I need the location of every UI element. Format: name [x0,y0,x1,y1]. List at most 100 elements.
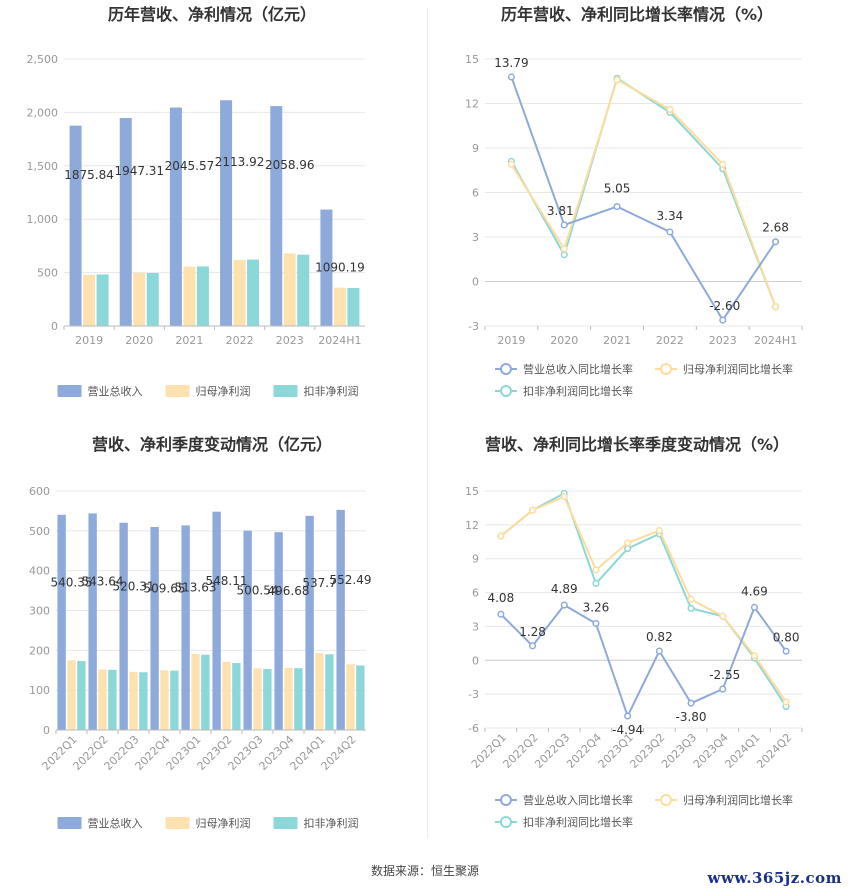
chart-title: 营收、净利同比增长率季度变动情况（%） [485,435,789,454]
legend-swatch [57,385,82,397]
bar [284,667,293,730]
bar [325,654,334,730]
y-tick-label: 9 [472,553,479,566]
y-tick-label: 12 [465,98,479,111]
x-tick-label: 2021 [175,334,203,347]
x-tick-label: 2024H1 [318,334,361,347]
series-point [624,712,632,720]
series-point [560,493,568,501]
bar [320,209,333,326]
legend-swatch [165,385,190,397]
line-value-label: 2.68 [762,221,789,235]
y-tick-label: 2,000 [27,106,59,119]
y-tick-label: 1,500 [27,160,59,173]
series-point [719,316,727,324]
bar [77,661,86,730]
quarterly-growth-rate-svg: 营收、净利同比增长率季度变动情况（%）-6-3036912152022Q1202… [465,435,803,829]
y-tick-label: 0 [472,654,479,667]
series-point [719,612,727,620]
y-tick-label: 300 [29,605,50,618]
bar [88,513,97,730]
x-tick-label: 2024Q2 [319,733,359,773]
bar [212,511,221,730]
bar-value-label: 548.11 [206,574,248,588]
line-value-label: 0.80 [773,630,800,644]
legend-swatch [57,817,82,829]
bar [274,532,283,730]
bar-value-label: 500.54 [237,583,279,597]
y-tick-label: 500 [37,267,58,280]
line-value-label: 13.79 [494,56,528,70]
bar [129,671,138,730]
series-point [507,73,515,81]
series-point [782,698,790,706]
bar-value-label: 520.31 [113,579,155,593]
x-tick-label: 2022 [656,334,684,347]
line-value-label: 1.28 [519,625,546,639]
bar [253,668,262,730]
bar [98,669,107,730]
legend-marker [660,794,672,806]
bar [160,670,169,730]
series-point [719,160,727,168]
line-value-label: 0.82 [646,630,673,644]
bar [333,287,346,326]
annual-revenue-profit-chart: 历年营收、净利情况（亿元） 0 500 1,000 1,500 2,000 2,500 201… [0,0,425,430]
series-line [500,603,787,719]
annual-growth-rate-svg: 历年营收、净利同比增长率情况（%） -3 0 3 6 9 12 15 2019 2020 2021 2… [465,5,803,398]
series-point [687,699,695,707]
x-tick-label: 2020 [125,334,153,347]
line-value-label: -2.55 [709,668,740,682]
y-tick-label: 15 [465,485,479,498]
bar-value-label: 509.65 [144,581,186,595]
bar-value-label: 2045.57 [165,159,215,173]
legend-label: 归母净利润 [196,384,251,398]
bar [356,665,365,730]
bar-value-label: 513.63 [175,581,217,595]
bar [133,272,146,326]
series-point [560,221,568,229]
x-tick-label: 2023 [276,334,304,347]
y-tick-label: 6 [472,187,479,200]
series-point [655,647,663,655]
y-tick-label: 100 [29,684,50,697]
y-tick-label: 400 [29,565,50,578]
series-point [613,203,621,211]
series-point [750,652,759,660]
y-tick-label: 0 [472,276,479,289]
legend-label: 归母净利润同比增长率 [683,362,793,376]
y-tick-label: 15 [465,53,479,66]
x-tick-label: 2019 [75,334,103,347]
line-value-label: 3.81 [547,204,574,218]
series-point [592,566,600,574]
bar [83,274,96,326]
bar [201,654,210,730]
bar [183,266,196,326]
x-tick-label: 2020 [550,334,578,347]
quarterly-revenue-profit-svg: 营收、净利季度变动情况（亿元）01002003004005006002022Q1… [29,435,372,830]
chart-title: 历年营收、净利情况（亿元） [108,5,316,24]
x-tick-label: 2023 [709,334,737,347]
series-point [624,545,632,553]
bar [170,670,179,730]
series-point [719,685,727,693]
legend-label: 扣非净利润 [304,384,359,398]
legend-swatch [273,817,298,829]
legend-label: 归母净利润同比增长率 [683,793,793,807]
bar-value-label: 1875.84 [64,168,114,182]
series-point [592,619,600,628]
y-tick-label: -3 [468,688,479,701]
bar [336,509,345,730]
bar-value-label: 1947.31 [114,164,164,178]
line-value-label: -2.60 [709,299,740,313]
series-point [560,251,568,259]
bar [263,669,272,730]
series-point [666,228,674,236]
bar [270,106,283,326]
line-value-label: 4.89 [551,582,578,596]
bar [243,530,252,730]
legend-label: 扣非净利润同比增长率 [523,815,633,829]
bar-value-label: 537.7 [302,576,336,590]
legend-swatch [165,817,190,829]
x-tick-label: 2024H1 [754,334,797,347]
